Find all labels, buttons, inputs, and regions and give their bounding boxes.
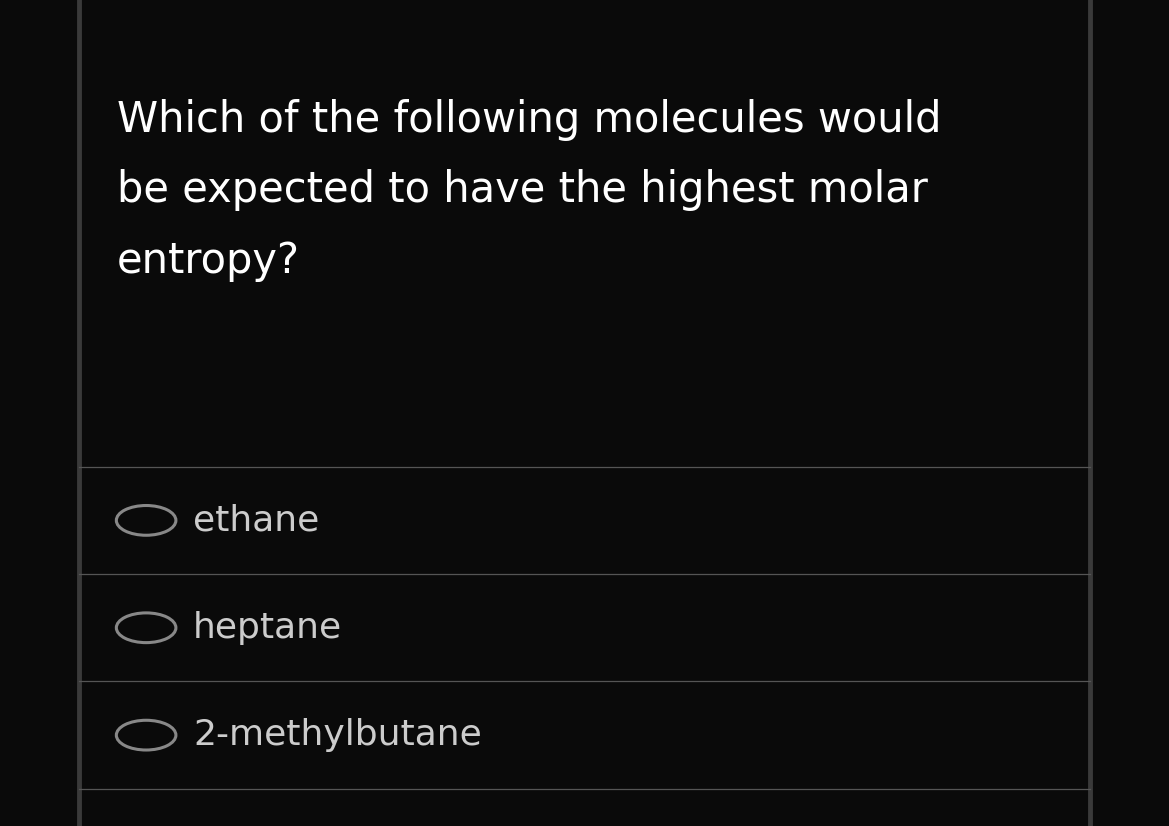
Text: Which of the following molecules would: Which of the following molecules would (117, 99, 941, 141)
Text: 2-methylbutane: 2-methylbutane (193, 718, 482, 752)
Text: be expected to have the highest molar: be expected to have the highest molar (117, 169, 928, 211)
Text: entropy?: entropy? (117, 240, 300, 282)
Text: heptane: heptane (193, 610, 343, 645)
Text: ethane: ethane (193, 503, 319, 538)
